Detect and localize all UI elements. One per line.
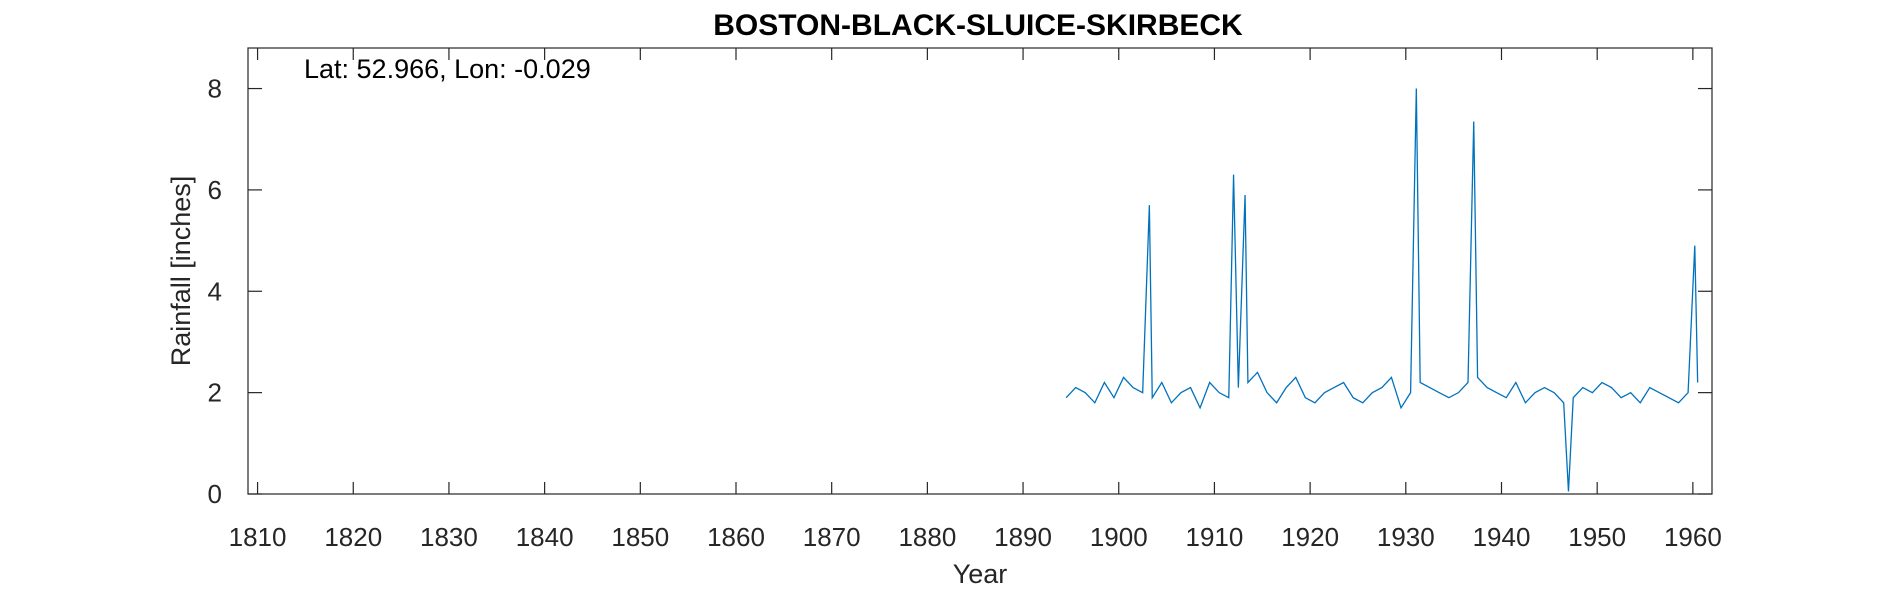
x-tick-label: 1880 <box>898 522 956 552</box>
x-tick-label: 1860 <box>707 522 765 552</box>
x-tick-label: 1950 <box>1568 522 1626 552</box>
y-tick-label: 0 <box>208 479 222 509</box>
x-tick-label: 1890 <box>994 522 1052 552</box>
x-tick-label: 1930 <box>1377 522 1435 552</box>
x-tick-label: 1810 <box>229 522 287 552</box>
x-tick-label: 1960 <box>1664 522 1722 552</box>
x-tick-label: 1820 <box>324 522 382 552</box>
series-layer <box>1065 88 1699 492</box>
x-tick-label: 1900 <box>1090 522 1148 552</box>
plot-area <box>247 47 1713 495</box>
x-tick-label: 1870 <box>803 522 861 552</box>
x-tick-label: 1830 <box>420 522 478 552</box>
y-tick-label: 8 <box>208 74 222 104</box>
x-tick-label: 1910 <box>1186 522 1244 552</box>
y-tick-label: 6 <box>208 175 222 205</box>
y-axis-label: Rainfall [inches] <box>166 176 196 367</box>
x-tick-label: 1940 <box>1473 522 1531 552</box>
y-axis: 0 2 4 6 8 <box>208 74 1712 509</box>
y-tick-label: 4 <box>208 276 222 306</box>
x-tick-label: 1840 <box>516 522 574 552</box>
location-annotation: Lat: 52.966, Lon: -0.029 <box>304 54 591 84</box>
chart-title: BOSTON-BLACK-SLUICE-SKIRBECK <box>713 9 1243 42</box>
series-line <box>1065 88 1699 492</box>
y-tick-label: 2 <box>208 378 222 408</box>
x-tick-label: 1920 <box>1281 522 1339 552</box>
x-axis: 1810 1820 1830 1840 1850 1860 1870 1880 1890 1900… <box>229 48 1722 552</box>
x-tick-label: 1850 <box>611 522 669 552</box>
x-axis-label: Year <box>953 559 1008 589</box>
